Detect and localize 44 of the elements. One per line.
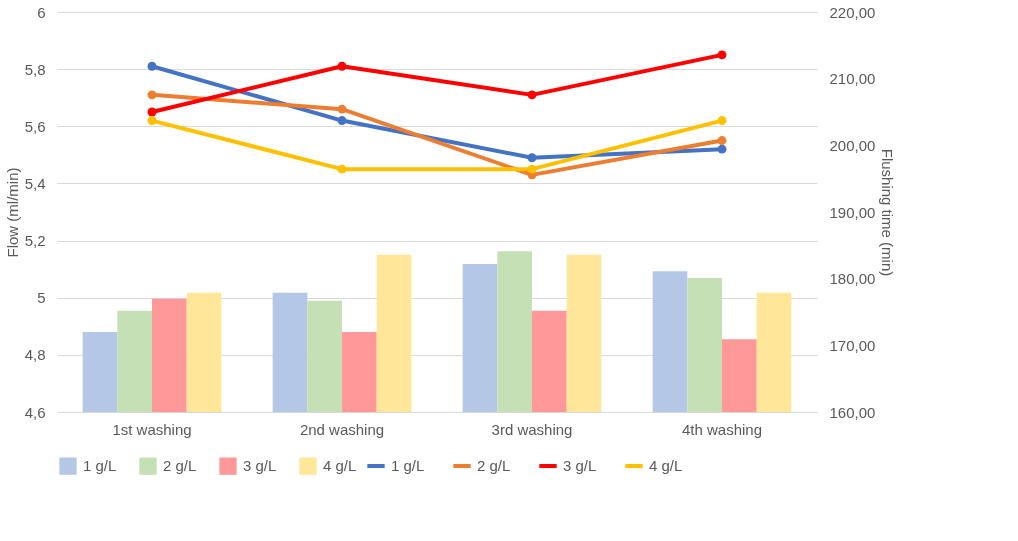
point bbox=[717, 144, 727, 154]
x-tick-label: 1st washing bbox=[112, 420, 192, 438]
y-tick-label: 5,6 bbox=[24, 117, 46, 135]
legend-label: 3 g/L bbox=[563, 457, 597, 474]
y-tick-label: 5,2 bbox=[24, 232, 46, 250]
y-tick-label: 4,6 bbox=[24, 403, 46, 421]
y2-tick-label: 170,00 bbox=[829, 336, 876, 354]
point bbox=[527, 164, 537, 174]
legend-label: 2 g/L bbox=[477, 457, 511, 474]
point bbox=[147, 107, 157, 117]
point bbox=[337, 116, 347, 126]
y2-tick-label: 210,00 bbox=[829, 70, 876, 88]
y2-tick-label: 200,00 bbox=[829, 136, 876, 154]
point bbox=[527, 153, 537, 163]
point bbox=[337, 104, 347, 114]
y-tick-label: 5,8 bbox=[24, 60, 46, 78]
point bbox=[717, 50, 727, 60]
legend-label: 1 g/L bbox=[391, 457, 425, 474]
legend-label: 2 g/L bbox=[163, 457, 197, 475]
y-tick-label: 4,8 bbox=[24, 346, 46, 364]
x-tick-label: 2nd washing bbox=[299, 420, 385, 438]
y2-tick-label: 190,00 bbox=[829, 203, 876, 221]
point bbox=[337, 164, 347, 174]
y2-tick-label: 180,00 bbox=[829, 270, 876, 288]
legend-label: 4 g/L bbox=[323, 457, 357, 475]
point bbox=[147, 61, 157, 71]
point bbox=[717, 116, 727, 126]
legend-label: 3 g/L bbox=[243, 457, 277, 475]
y2-tick-label: 160,00 bbox=[829, 403, 876, 421]
y-tick-label: 5 bbox=[37, 289, 46, 307]
y-tick-label: 6 bbox=[37, 3, 46, 21]
point bbox=[147, 90, 157, 100]
point bbox=[717, 136, 727, 146]
legend-label: 4 g/L bbox=[649, 457, 683, 474]
y2-tick-label: 220,00 bbox=[829, 3, 876, 21]
y2-axis-title: Flushing time (min) bbox=[879, 148, 897, 277]
legend-label: 1 g/L bbox=[83, 457, 117, 475]
point bbox=[147, 116, 157, 126]
x-tick-label: 3rd washing bbox=[491, 420, 573, 438]
y-axis-title: Flow (ml/min) bbox=[3, 167, 21, 258]
point bbox=[527, 90, 537, 100]
y-tick-label: 5,4 bbox=[24, 174, 46, 192]
point bbox=[337, 61, 347, 71]
x-tick-label: 4th washing bbox=[681, 420, 763, 438]
